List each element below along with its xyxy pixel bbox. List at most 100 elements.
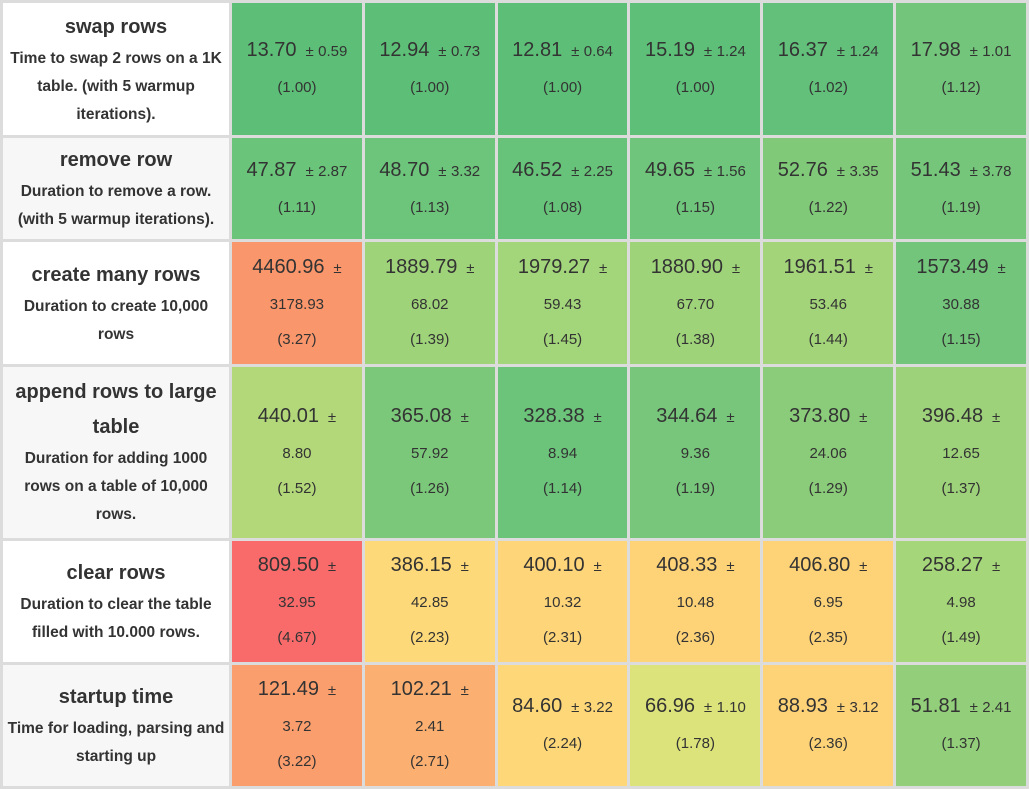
slowdown-factor: (2.71) xyxy=(410,752,450,770)
slowdown-factor: (1.39) xyxy=(410,330,450,348)
mean-value: 440.01 xyxy=(257,404,319,427)
result-cell: 51.43 ± 3.78 (1.19) xyxy=(893,135,1029,243)
result-cell: 344.64 ± 9.36 (1.19) xyxy=(627,363,764,541)
benchmark-title: startup time xyxy=(58,685,174,708)
std-deviation: 2.25 xyxy=(583,162,613,180)
result-cell: 373.80 ± 24.06 (1.29) xyxy=(761,363,897,541)
result-cell: 66.96 ± 1.10 (1.78) xyxy=(627,661,764,789)
plus-minus-symbol: ± xyxy=(731,259,741,277)
mean-value: 400.10 xyxy=(523,553,585,576)
std-deviation: 3.78 xyxy=(982,162,1012,180)
slowdown-factor: (2.36) xyxy=(675,628,715,646)
std-deviation: 6.95 xyxy=(813,593,843,611)
plus-minus-symbol: ± xyxy=(327,557,337,575)
slowdown-factor: (1.19) xyxy=(675,479,715,497)
std-deviation: 3.35 xyxy=(849,162,879,180)
std-deviation: 1.01 xyxy=(982,43,1012,61)
mean-value: 102.21 xyxy=(390,677,452,700)
std-deviation: 0.59 xyxy=(318,43,348,61)
std-deviation: 3.22 xyxy=(583,699,613,717)
plus-minus-symbol: ± xyxy=(703,43,713,61)
slowdown-factor: (1.00) xyxy=(410,79,450,97)
result-cell: 396.48 ± 12.65 (1.37) xyxy=(893,363,1029,541)
result-cell: 121.49 ± 3.72 (3.22) xyxy=(229,661,365,789)
plus-minus-symbol: ± xyxy=(305,162,314,180)
result-cell: 4460.96 ± 3178.93 (3.27) xyxy=(229,239,365,367)
result-cell: 51.81 ± 2.41 (1.37) xyxy=(893,661,1029,789)
mean-value: 1573.49 xyxy=(916,255,989,278)
benchmark-description: Time for loading, parsing and starting u… xyxy=(7,719,225,765)
std-deviation: 57.92 xyxy=(410,444,449,462)
result-cell: 1979.27 ± 59.43 (1.45) xyxy=(494,239,631,367)
slowdown-factor: (2.36) xyxy=(808,735,848,753)
std-deviation: 3.32 xyxy=(450,162,481,180)
benchmark-title: append rows to large table xyxy=(15,381,217,439)
slowdown-factor: (1.37) xyxy=(941,479,981,497)
std-deviation: 53.46 xyxy=(809,295,847,313)
result-cell: 16.37 ± 1.24 (1.02) xyxy=(761,0,897,139)
std-deviation: 2.41 xyxy=(415,717,445,735)
mean-value: 17.98 xyxy=(910,39,961,62)
result-cell: 46.52 ± 2.25 (1.08) xyxy=(494,135,631,243)
mean-value: 88.93 xyxy=(777,695,828,718)
std-deviation: 59.43 xyxy=(543,295,582,313)
result-cell: 13.70 ± 0.59 (1.00) xyxy=(229,0,365,139)
slowdown-factor: (1.44) xyxy=(808,330,848,348)
slowdown-factor: (1.00) xyxy=(277,79,317,97)
mean-value: 66.96 xyxy=(644,695,696,718)
std-deviation: 3.12 xyxy=(849,699,879,717)
benchmark-row: swap rows Time to swap 2 rows on a 1K ta… xyxy=(0,0,1029,139)
slowdown-factor: (2.23) xyxy=(410,628,450,646)
plus-minus-symbol: ± xyxy=(593,557,602,575)
benchmark-title: clear rows xyxy=(66,561,166,584)
benchmark-label-cell: remove row Duration to remove a row. (wi… xyxy=(0,135,232,243)
result-cell: 406.80 ± 6.95 (2.35) xyxy=(761,537,897,665)
mean-value: 408.33 xyxy=(656,553,718,576)
result-cell: 809.50 ± 32.95 (4.67) xyxy=(229,537,365,665)
benchmark-title: swap rows xyxy=(64,15,168,38)
plus-minus-symbol: ± xyxy=(859,408,868,426)
std-deviation: 0.64 xyxy=(583,43,613,61)
slowdown-factor: (1.12) xyxy=(941,79,981,97)
mean-value: 4460.96 xyxy=(252,255,325,278)
benchmark-row: remove row Duration to remove a row. (wi… xyxy=(0,135,1029,243)
plus-minus-symbol: ± xyxy=(599,259,608,277)
benchmark-label-cell: clear rows Duration to clear the table f… xyxy=(0,537,232,665)
mean-value: 809.50 xyxy=(257,553,319,576)
std-deviation: 8.80 xyxy=(282,444,312,462)
slowdown-factor: (2.35) xyxy=(808,628,848,646)
mean-value: 51.43 xyxy=(910,158,961,181)
result-cell: 258.27 ± 4.98 (1.49) xyxy=(893,537,1029,665)
result-cell: 328.38 ± 8.94 (1.14) xyxy=(494,363,631,541)
plus-minus-symbol: ± xyxy=(991,408,1001,426)
std-deviation: 30.88 xyxy=(942,295,980,313)
slowdown-factor: (1.49) xyxy=(941,628,981,646)
plus-minus-symbol: ± xyxy=(571,43,580,61)
plus-minus-symbol: ± xyxy=(571,162,580,180)
plus-minus-symbol: ± xyxy=(969,699,978,717)
slowdown-factor: (1.15) xyxy=(941,330,981,348)
result-cell: 1961.51 ± 53.46 (1.44) xyxy=(761,239,897,367)
mean-value: 12.94 xyxy=(379,39,430,62)
slowdown-factor: (4.67) xyxy=(277,628,317,646)
mean-value: 328.38 xyxy=(523,404,585,427)
mean-value: 373.80 xyxy=(789,404,851,427)
std-deviation: 9.36 xyxy=(680,444,710,462)
benchmark-row: clear rows Duration to clear the table f… xyxy=(0,537,1029,665)
slowdown-factor: (1.13) xyxy=(410,198,450,216)
std-deviation: 24.06 xyxy=(809,444,847,462)
plus-minus-symbol: ± xyxy=(460,681,469,699)
std-deviation: 2.41 xyxy=(982,699,1012,717)
result-cell: 365.08 ± 57.92 (1.26) xyxy=(361,363,498,541)
slowdown-factor: (1.37) xyxy=(941,735,981,753)
result-cell: 17.98 ± 1.01 (1.12) xyxy=(893,0,1029,139)
plus-minus-symbol: ± xyxy=(997,259,1006,277)
mean-value: 16.37 xyxy=(777,39,828,62)
plus-minus-symbol: ± xyxy=(571,699,580,717)
mean-value: 1979.27 xyxy=(517,255,591,278)
result-cell: 1880.90 ± 67.70 (1.38) xyxy=(627,239,764,367)
slowdown-factor: (2.31) xyxy=(542,628,583,646)
std-deviation: 3178.93 xyxy=(269,295,325,313)
benchmark-label-cell: startup time Time for loading, parsing a… xyxy=(0,661,232,789)
mean-value: 48.70 xyxy=(379,158,430,181)
